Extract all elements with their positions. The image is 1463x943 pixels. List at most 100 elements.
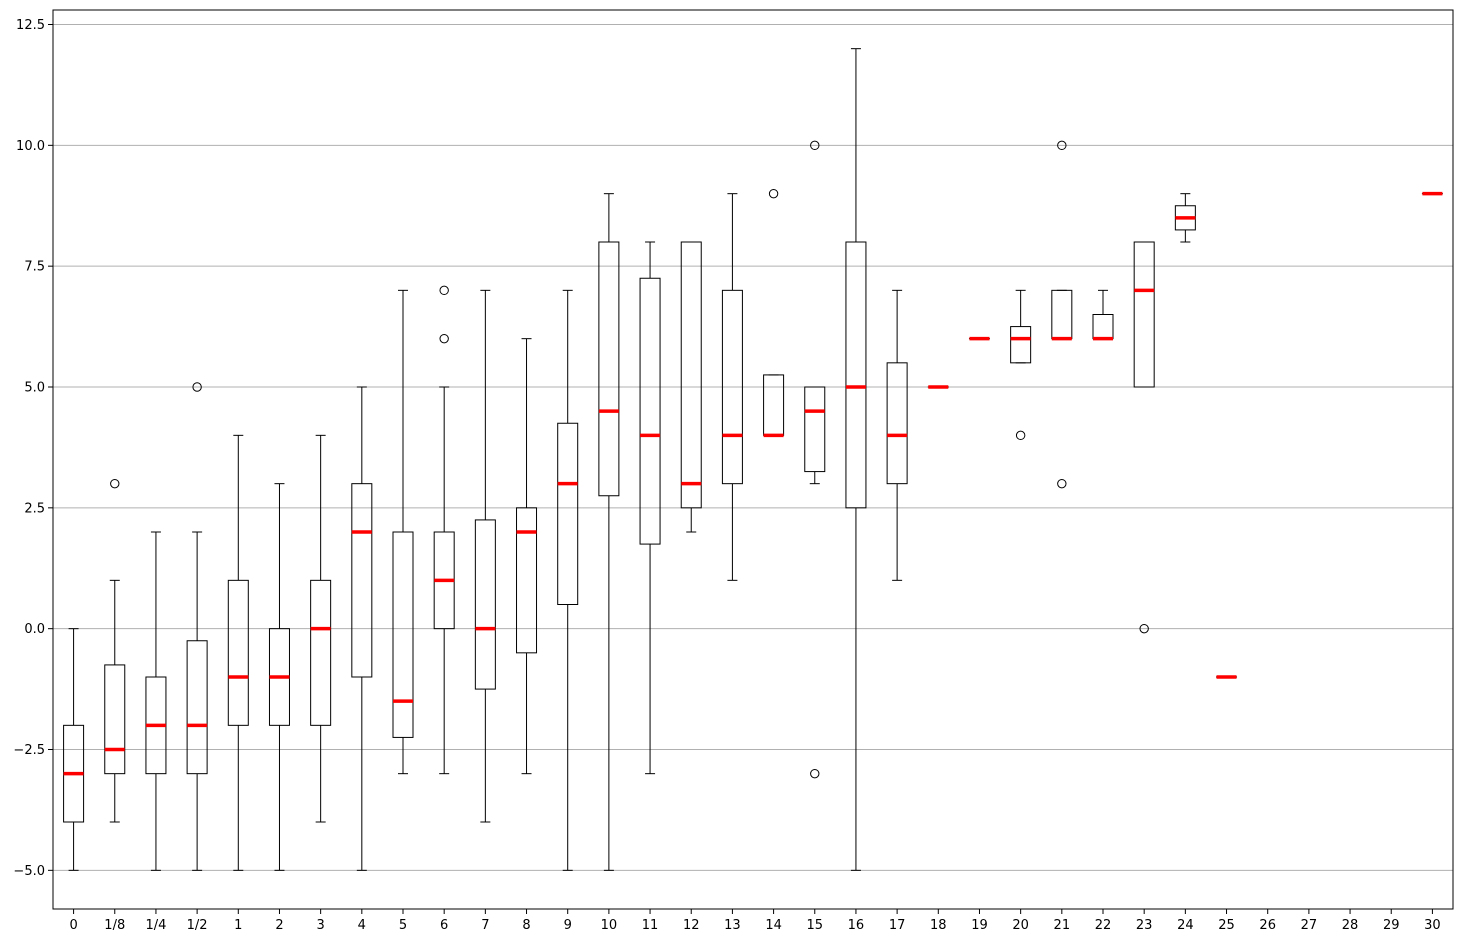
box-13	[721, 193, 743, 581]
x-tick-label: 14	[765, 918, 782, 933]
x-tick-label: 3	[317, 918, 325, 933]
x-tick-label: 23	[1136, 918, 1153, 933]
box-body	[474, 519, 496, 690]
box-6	[433, 285, 455, 775]
flier-point	[192, 382, 202, 392]
box-20	[1010, 289, 1032, 441]
box-body	[310, 579, 332, 726]
y-tick-label: 12.5	[16, 18, 45, 33]
x-tick-label: 27	[1301, 918, 1318, 933]
box-1-8	[104, 478, 126, 823]
flier-point	[1139, 623, 1149, 634]
x-tick-label: 28	[1342, 918, 1359, 933]
x-tick-label: 4	[358, 918, 366, 933]
box-1-4	[145, 531, 167, 871]
box-body	[886, 362, 908, 485]
flier-point	[810, 768, 820, 779]
x-tick-label: 1/8	[104, 918, 125, 933]
y-tick-label: 10.0	[16, 139, 45, 154]
x-tick-label: 26	[1259, 918, 1276, 933]
plot-frame	[52, 9, 1454, 910]
box-body	[1133, 241, 1155, 388]
box-14	[763, 188, 785, 438]
x-tick-label: 10	[601, 918, 618, 933]
box-body	[104, 664, 126, 775]
box-0	[63, 628, 85, 871]
flier-point	[1015, 430, 1026, 441]
flier-point	[439, 285, 449, 296]
box-body	[1010, 326, 1032, 364]
x-tick-label: 21	[1054, 918, 1071, 933]
box-11	[639, 241, 661, 775]
box-body	[804, 386, 826, 473]
box-2	[268, 483, 290, 871]
box-15	[804, 140, 826, 779]
box-21	[1051, 140, 1073, 489]
x-tick-label: 9	[564, 918, 572, 933]
flier-point	[1057, 140, 1067, 151]
box-body	[639, 277, 661, 545]
box-body	[186, 640, 208, 775]
x-tick-label: 25	[1218, 918, 1235, 933]
boxes	[63, 48, 1443, 871]
box-body	[351, 483, 373, 678]
y-tick-label: 5.0	[24, 381, 45, 396]
box-body	[227, 579, 249, 726]
flier-point	[1057, 478, 1067, 489]
x-axis: 0 1/8 1/4 1/2 1 2 3 4 5 6 7 8 9 10 11 12 13 14 15 16 17 18 19 2…	[69, 909, 1441, 933]
x-tick-label: 2	[275, 918, 283, 933]
x-tick-label: 1/4	[145, 918, 166, 933]
box-16	[845, 48, 867, 871]
x-tick-label: 15	[806, 918, 823, 933]
box-body	[392, 531, 414, 738]
flier-point	[768, 188, 779, 199]
flier-point	[439, 333, 449, 344]
x-tick-label: 29	[1383, 918, 1400, 933]
x-tick-label: 5	[399, 918, 407, 933]
flier-point	[110, 478, 120, 489]
x-tick-label: 18	[930, 918, 947, 933]
box-17	[886, 289, 908, 581]
x-tick-label: 17	[889, 918, 906, 933]
box-10	[598, 193, 620, 871]
x-tick-label: 19	[971, 918, 988, 933]
box-body	[598, 241, 620, 497]
box-4	[351, 386, 373, 871]
box-22	[1092, 289, 1114, 341]
box-body	[516, 507, 538, 654]
box-12	[680, 241, 702, 533]
x-tick-label: 12	[683, 918, 700, 933]
x-tick-label: 16	[848, 918, 865, 933]
y-tick-label: 0.0	[24, 622, 45, 637]
y-tick-label: 2.5	[24, 501, 45, 516]
box-body	[680, 241, 702, 509]
box-3	[310, 434, 332, 823]
x-tick-label: 0	[69, 918, 77, 933]
x-tick-label: 1/2	[187, 918, 208, 933]
box-7	[474, 289, 496, 823]
box-1	[227, 434, 249, 871]
x-tick-label: 22	[1095, 918, 1112, 933]
x-tick-label: 20	[1012, 918, 1029, 933]
y-tick-label: 7.5	[24, 260, 45, 275]
y-tick-label: −2.5	[13, 743, 45, 758]
x-tick-label: 11	[642, 918, 659, 933]
box-body	[845, 241, 867, 509]
box-8	[516, 338, 538, 775]
box-24	[1174, 193, 1196, 243]
box-body	[721, 289, 743, 485]
x-tick-label: 6	[440, 918, 448, 933]
box-body	[557, 422, 579, 605]
y-axis: −5.0 −2.5 0.0 2.5 5.0 7.5 10.0 12.5	[13, 18, 53, 879]
box-9	[557, 289, 579, 871]
box-23	[1133, 241, 1155, 634]
x-tick-label: 30	[1424, 918, 1441, 933]
y-tick-label: −5.0	[13, 864, 45, 879]
x-tick-label: 8	[522, 918, 530, 933]
box-5	[392, 289, 414, 775]
box-1-2	[186, 382, 208, 871]
x-tick-label: 13	[724, 918, 741, 933]
x-tick-label: 24	[1177, 918, 1194, 933]
